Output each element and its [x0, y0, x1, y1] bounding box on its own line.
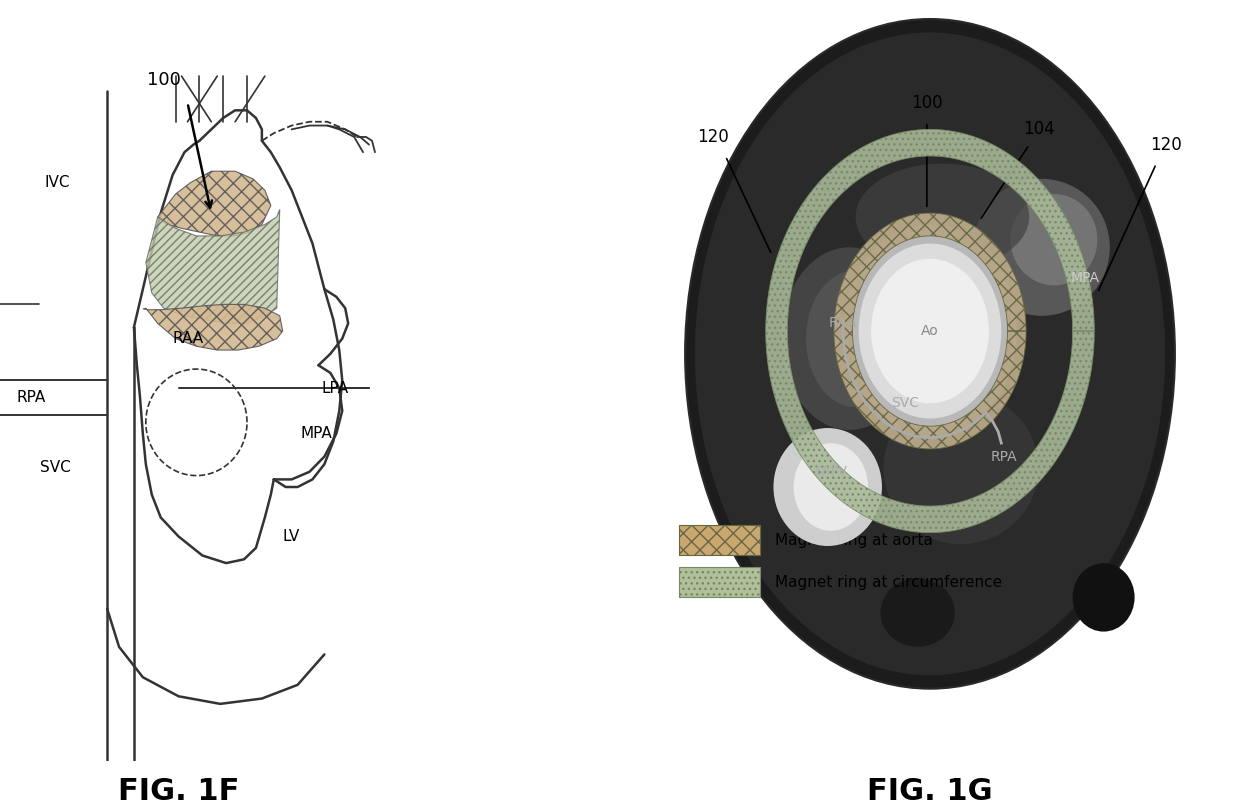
- Text: LV: LV: [283, 529, 300, 544]
- Circle shape: [858, 244, 1002, 418]
- Circle shape: [870, 259, 990, 403]
- Text: Ao: Ao: [921, 324, 939, 338]
- Bar: [680, 567, 759, 598]
- Text: RAA: RAA: [830, 316, 857, 330]
- Ellipse shape: [694, 32, 1166, 675]
- Text: 120: 120: [697, 128, 729, 146]
- Ellipse shape: [973, 179, 1110, 316]
- Ellipse shape: [880, 578, 955, 647]
- Ellipse shape: [806, 270, 905, 407]
- Ellipse shape: [774, 428, 882, 546]
- Ellipse shape: [684, 19, 1176, 689]
- Ellipse shape: [1011, 194, 1097, 285]
- Text: 104: 104: [1023, 120, 1054, 139]
- Text: Magnet ring at circumference: Magnet ring at circumference: [775, 574, 1002, 590]
- Polygon shape: [143, 304, 283, 350]
- Text: 120: 120: [1149, 135, 1182, 154]
- Text: RPA: RPA: [16, 390, 46, 405]
- Text: RAA: RAA: [172, 331, 203, 346]
- Text: SVC: SVC: [41, 461, 71, 476]
- Text: FIG. 1F: FIG. 1F: [118, 777, 239, 801]
- Ellipse shape: [1073, 563, 1135, 631]
- Text: LPA: LPA: [321, 380, 348, 396]
- Text: SVC: SVC: [892, 396, 919, 410]
- Polygon shape: [146, 209, 280, 324]
- Text: MPA: MPA: [1070, 271, 1100, 284]
- Polygon shape: [835, 213, 1025, 449]
- Ellipse shape: [781, 248, 918, 430]
- Circle shape: [853, 235, 1007, 426]
- Text: 100: 100: [911, 94, 942, 111]
- Polygon shape: [766, 130, 1094, 533]
- Text: SRPV: SRPV: [815, 465, 847, 478]
- Text: RPA: RPA: [991, 449, 1018, 464]
- Text: MPA: MPA: [300, 426, 332, 441]
- Text: 100: 100: [146, 71, 181, 89]
- Ellipse shape: [794, 443, 868, 531]
- Ellipse shape: [883, 392, 1039, 544]
- Text: FIG. 1G: FIG. 1G: [867, 777, 993, 801]
- Text: Magnet ring at aorta: Magnet ring at aorta: [775, 533, 932, 548]
- Polygon shape: [157, 171, 270, 236]
- Text: IVC: IVC: [45, 175, 71, 190]
- Bar: [680, 525, 759, 556]
- Ellipse shape: [856, 163, 1029, 270]
- Circle shape: [843, 224, 1017, 437]
